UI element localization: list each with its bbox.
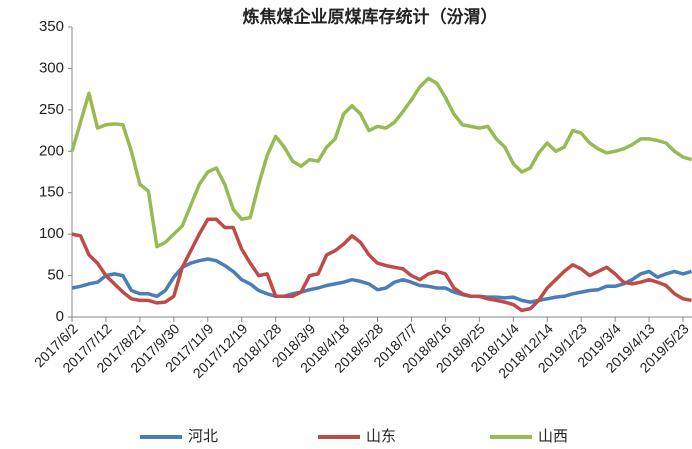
legend-label: 河北 (188, 428, 218, 445)
legend-label: 山西 (538, 428, 568, 445)
series-line (71, 257, 692, 304)
y-tick-label: 50 (47, 267, 64, 284)
y-tick-label: 350 (39, 18, 64, 35)
y-tick-label: 300 (39, 59, 64, 76)
y-tick-label: 250 (39, 101, 64, 118)
y-tick-label: 150 (39, 184, 64, 201)
legend-label: 山东 (366, 428, 396, 445)
y-tick-label: 200 (39, 142, 64, 159)
series-line (70, 76, 692, 249)
chart-title: 炼焦煤企业原煤库存统计（汾渭） (243, 7, 498, 28)
y-tick-label: 100 (39, 225, 64, 242)
y-tick-label: 0 (56, 308, 64, 325)
series-line (71, 217, 692, 313)
